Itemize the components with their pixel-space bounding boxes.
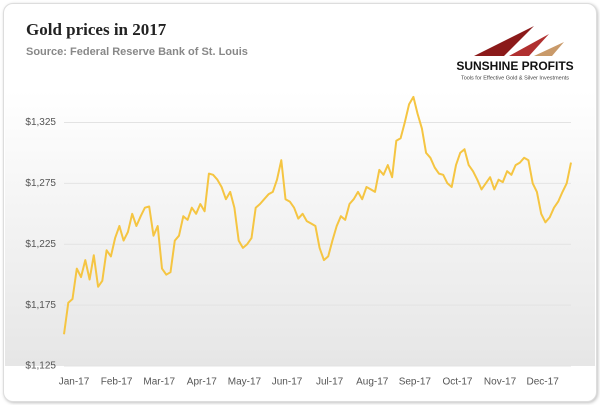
x-tick-label: May-17 [228,377,262,388]
logo-name: SUNSHINE PROFITS [456,59,573,73]
x-tick-label: Feb-17 [101,377,133,388]
y-tick-label: $1,175 [25,300,56,311]
y-tick-label: $1,125 [25,361,56,372]
chart: Gold prices in 2017 Source: Federal Rese… [5,20,595,388]
chart-subtitle: Source: Federal Reserve Bank of St. Loui… [26,46,248,58]
x-tick-label: Dec-17 [527,377,560,388]
x-tick-label: Apr-17 [187,377,217,388]
logo-ray [474,26,534,56]
x-tick-label: Jul-17 [316,377,344,388]
price-line [63,95,572,335]
y-tick-label: $1,325 [25,117,56,128]
y-tick-label: $1,225 [25,239,56,250]
x-tick-label: Mar-17 [143,377,175,388]
plot-background [5,90,595,366]
logo-ray [534,42,564,56]
card: Gold prices in 2017 Source: Federal Rese… [3,3,597,402]
x-tick-label: Jan-17 [59,377,90,388]
logo-ray [509,34,549,56]
x-tick-label: Nov-17 [484,377,517,388]
logo: SUNSHINE PROFITS Tools for Effective Gol… [456,26,574,81]
x-tick-label: Aug-17 [356,377,389,388]
logo-tagline: Tools for Effective Gold & Silver Invest… [461,75,569,81]
x-tick-label: Jun-17 [272,377,303,388]
x-tick-label: Oct-17 [442,377,472,388]
chart-title: Gold prices in 2017 [26,20,167,39]
y-tick-label: $1,275 [25,178,56,189]
x-tick-label: Sep-17 [399,377,432,388]
